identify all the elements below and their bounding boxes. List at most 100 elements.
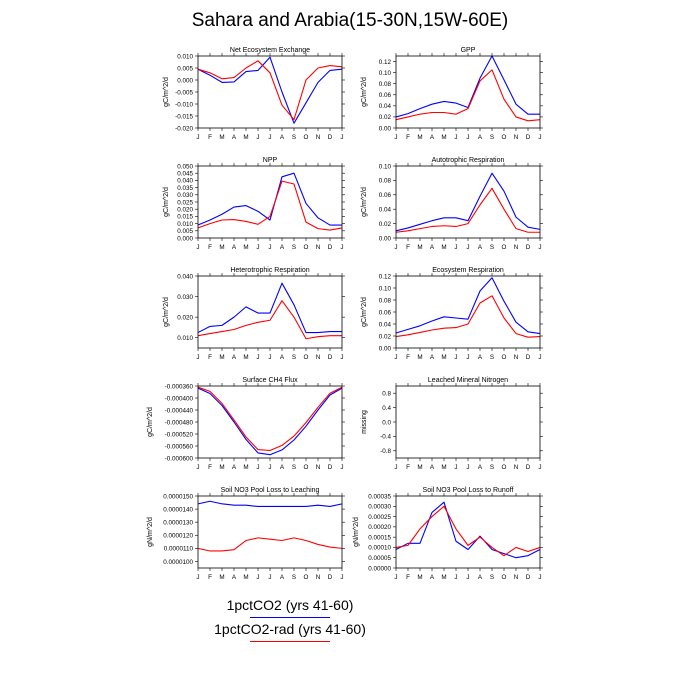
panel-title: Ecosystem Respiration: [432, 267, 504, 274]
x-tick-label: F: [208, 464, 212, 471]
panel-frame: [395, 385, 541, 459]
series-line-red: [197, 386, 343, 452]
y-tick-label: 0.06: [379, 309, 392, 316]
x-tick-label: J: [268, 134, 271, 141]
y-tick-label: 0.045: [177, 171, 193, 178]
y-tick-label: -0.000360: [165, 383, 194, 390]
y-tick-label: 0.000: [177, 77, 193, 84]
y-tick-label: 0.010: [177, 335, 193, 342]
x-tick-label: M: [441, 574, 446, 581]
y-tick-label: 0.06: [379, 92, 392, 99]
panel-frame: [197, 165, 343, 239]
series-line-blue: [395, 277, 541, 335]
panel-soil-no3-pool-loss-to-runoff: Soil NO3 Pool Loss to Runoff gN/m^2/d 0.00…: [353, 487, 543, 581]
y-tick-label: 0.050: [177, 163, 193, 170]
y-tick-label: 0.0: [382, 419, 391, 426]
y-tick-label: 0.040: [177, 178, 193, 185]
series-line-blue: [197, 56, 343, 124]
x-tick-label: M: [441, 354, 446, 361]
x-tick-label: J: [466, 134, 469, 141]
x-tick-label: A: [280, 464, 285, 471]
x-tick-label: J: [196, 244, 199, 251]
x-tick-label: F: [208, 354, 212, 361]
x-tick-label: J: [256, 134, 259, 141]
x-tick-label: S: [292, 244, 296, 251]
x-tick-label: A: [280, 354, 285, 361]
panel-frame: [395, 275, 541, 349]
x-tick-label: J: [256, 354, 259, 361]
y-tick-label: 0.0000100: [163, 559, 193, 566]
x-tick-label: A: [430, 574, 435, 581]
y-tick-label: 0.0000150: [163, 493, 193, 500]
y-tick-label: 0.12: [379, 273, 392, 280]
x-tick-label: J: [394, 134, 397, 141]
x-tick-label: O: [502, 244, 507, 251]
x-tick-label: N: [316, 134, 321, 141]
y-tick-label: 0.000: [177, 235, 193, 242]
x-tick-label: N: [514, 464, 519, 471]
series-line-red: [395, 69, 541, 122]
x-tick-label: J: [454, 574, 457, 581]
x-tick-label: N: [514, 354, 519, 361]
y-tick-label: 0.00000: [368, 565, 391, 572]
y-tick-label: -0.010: [175, 101, 193, 108]
y-tick-label: 0.02: [379, 114, 392, 121]
x-tick-label: O: [304, 244, 309, 251]
x-tick-label: M: [243, 134, 248, 141]
y-tick-label: 0.04: [379, 103, 392, 110]
x-tick-label: S: [490, 354, 494, 361]
y-tick-label: 0.020: [177, 314, 193, 321]
y-tick-label: 0.00020: [368, 524, 391, 531]
x-tick-label: A: [232, 354, 237, 361]
legend-line-red: [250, 641, 330, 642]
x-tick-label: J: [196, 354, 199, 361]
y-tick-label: -0.020: [175, 125, 193, 132]
panel-npp: NPPgC/m^2/d0.0500.0450.0400.0350.0300.02…: [163, 157, 345, 251]
x-tick-label: A: [280, 244, 285, 251]
x-tick-label: M: [417, 464, 422, 471]
x-tick-label: F: [208, 134, 212, 141]
x-tick-label: M: [219, 134, 224, 141]
x-tick-label: S: [490, 244, 494, 251]
x-tick-label: S: [490, 574, 494, 581]
panel-frame: [197, 385, 343, 459]
y-tick-label: 0.02: [379, 333, 392, 340]
x-tick-label: J: [466, 464, 469, 471]
series-line-blue: [395, 501, 541, 559]
x-tick-label: N: [316, 464, 321, 471]
x-tick-label: J: [394, 464, 397, 471]
x-tick-label: J: [340, 354, 343, 361]
x-tick-label: N: [514, 244, 519, 251]
series-line-blue: [197, 500, 343, 508]
panel-net-ecosystem-exchange: Net Ecosystem Exchange gC/m^2/d 0.010 0.005…: [163, 47, 345, 141]
legend-line-blue: [250, 617, 330, 618]
x-tick-label: J: [538, 134, 541, 141]
y-axis-label: gC/m^2/d: [361, 77, 368, 107]
y-axis-label: gC/m^2/d: [361, 187, 368, 217]
panel-soil-no3-pool-loss-to-leaching: Soil NO3 Pool Loss to Leaching gN/m^2/d 0.…: [147, 487, 345, 581]
x-tick-label: S: [490, 134, 494, 141]
y-tick-label: 0.00035: [368, 493, 391, 500]
x-tick-label: J: [538, 354, 541, 361]
x-tick-label: D: [328, 464, 333, 471]
x-tick-label: O: [304, 464, 309, 471]
y-tick-label: 0.035: [177, 185, 193, 192]
x-tick-label: J: [340, 464, 343, 471]
y-tick-label: 0.025: [177, 199, 193, 206]
y-tick-label: -0.4: [380, 434, 391, 441]
panel-frame: [197, 495, 343, 569]
series-line-blue: [197, 282, 342, 334]
y-tick-label: 0.005: [177, 65, 193, 72]
x-tick-label: D: [328, 244, 333, 251]
x-tick-label: M: [441, 464, 446, 471]
x-tick-label: J: [268, 244, 271, 251]
x-tick-label: S: [292, 134, 296, 141]
y-tick-label: 0.06: [379, 192, 392, 199]
x-tick-label: M: [417, 244, 422, 251]
x-tick-label: J: [466, 574, 469, 581]
x-tick-label: J: [538, 574, 541, 581]
x-tick-label: F: [208, 574, 212, 581]
x-tick-label: S: [490, 464, 494, 471]
